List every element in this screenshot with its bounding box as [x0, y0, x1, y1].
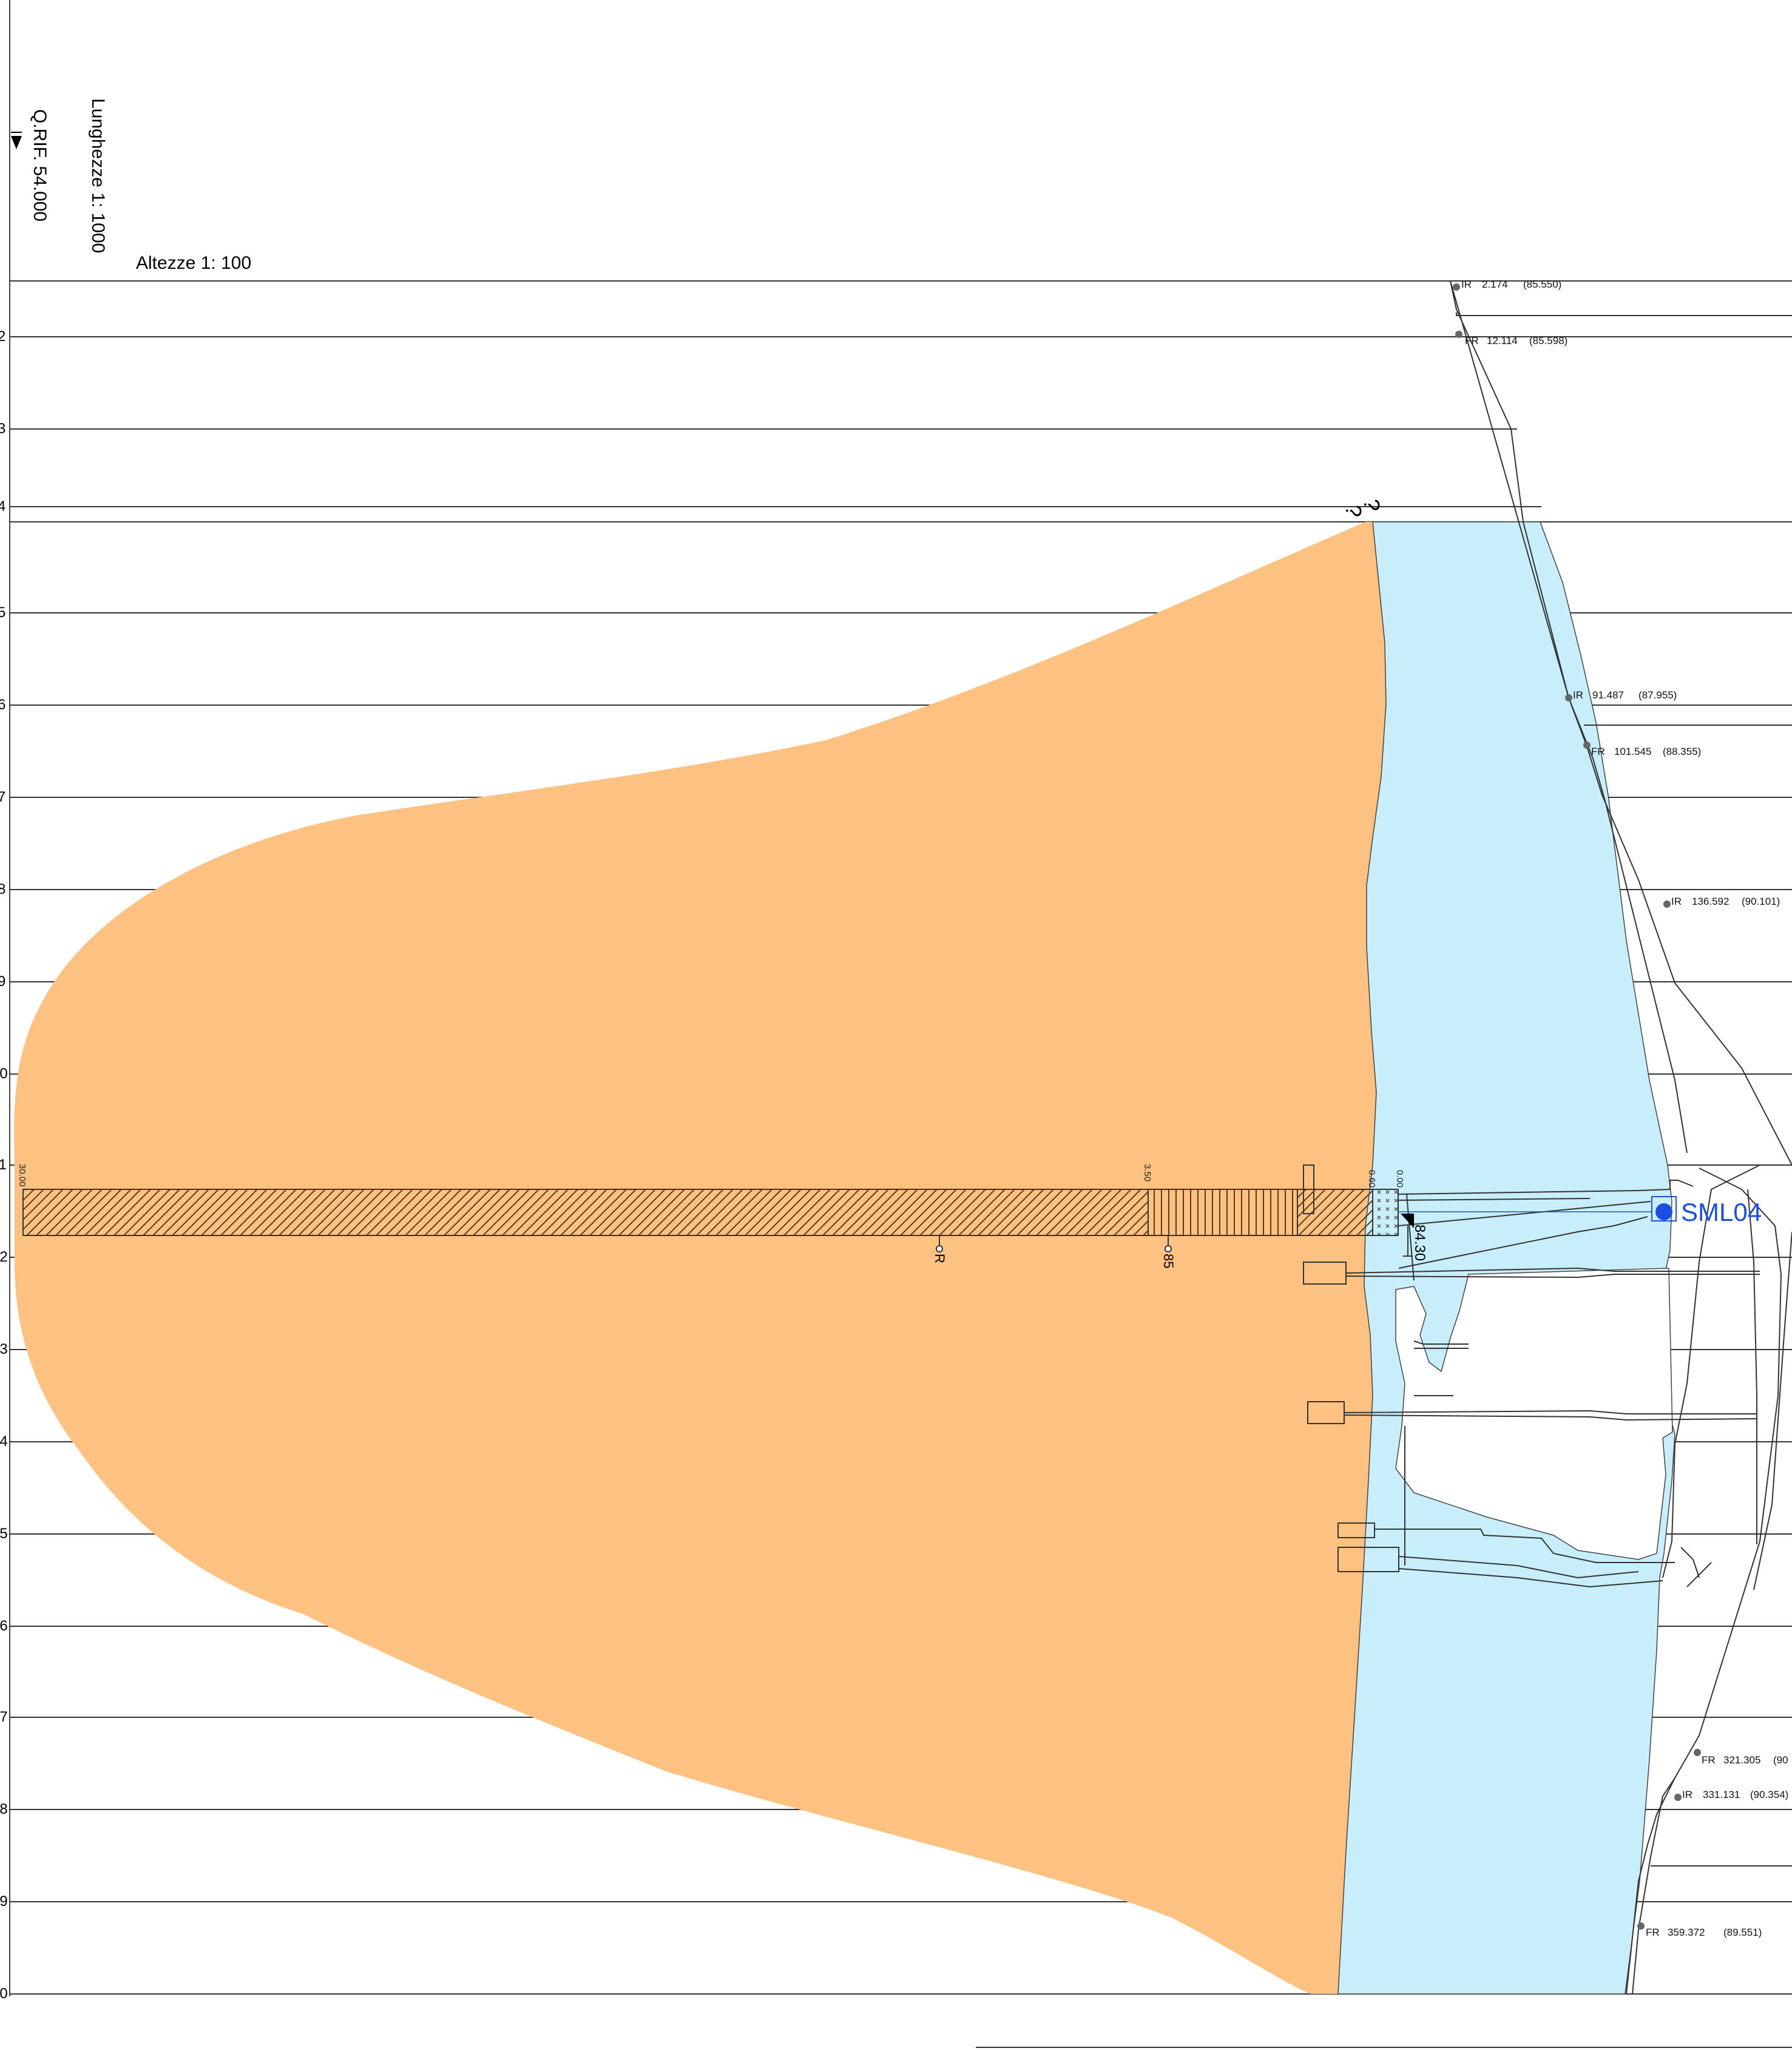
column-depth-label: 0.60: [1367, 1170, 1377, 1188]
borehole-marker-dot[interactable]: [1655, 1203, 1672, 1220]
excavation-area: [1395, 1268, 1673, 1560]
reference-level-triangle: [11, 136, 22, 149]
row-number-labels: 2 3 4 5 6 7 8 9 10 11 12 13 14 15 16 17 …: [0, 328, 8, 2002]
row-number: 11: [0, 1157, 7, 1173]
scale-heights-label: Altezze 1: 100: [136, 253, 251, 273]
row-number: 13: [0, 1341, 8, 1357]
borehole-marker-box[interactable]: [1651, 1196, 1677, 1221]
station-elev: (90: [1773, 1754, 1788, 1766]
station-elev: (88.355): [1663, 746, 1701, 757]
station-km: 91.487: [1592, 689, 1624, 701]
station-elev: (85.598): [1529, 335, 1567, 346]
blue-zone: [1337, 521, 1675, 1995]
row-number: 8: [0, 881, 5, 897]
row-number: 6: [0, 697, 5, 713]
column-depth-labels: 30.00 3.50 0.60 0.00: [17, 1164, 1405, 1188]
station-km: 12.114: [1487, 335, 1518, 346]
question-mark: ?: [1359, 499, 1384, 511]
question-mark: ?: [1341, 505, 1366, 517]
column-upper-diagonal: [1297, 1189, 1373, 1236]
row-number: 5: [0, 604, 5, 621]
row-number: 9: [0, 973, 5, 990]
sample-label: 85: [1161, 1254, 1176, 1268]
column-middle-vertical: [1148, 1189, 1298, 1236]
row-number: 18: [0, 1801, 8, 1817]
row-number: 15: [0, 1526, 8, 1542]
column-depth-label: 30.00: [17, 1164, 27, 1187]
row-number: 19: [0, 1893, 8, 1910]
station-elev: (90.354): [1750, 1789, 1788, 1800]
station-code: FR: [1465, 335, 1479, 346]
station-km: 2.174: [1482, 279, 1508, 290]
column-depth-label: 3.50: [1142, 1164, 1152, 1181]
borehole-column: [22, 1189, 1399, 1236]
station-code: IR: [1682, 1789, 1692, 1800]
row-number: 12: [0, 1249, 8, 1265]
station-elev: (85.550): [1523, 279, 1561, 290]
station-code: FR: [1702, 1754, 1716, 1766]
station-km: 321.305: [1723, 1754, 1760, 1766]
scale-lengths-label: Lunghezze 1: 1000: [88, 98, 108, 253]
borehole-connector: [1398, 1180, 1694, 1269]
row-number: 7: [0, 789, 5, 805]
station-code: FR: [1591, 746, 1605, 757]
row-number: 10: [0, 1066, 8, 1082]
station-code: IR: [1671, 896, 1682, 907]
orange-zone: [14, 522, 1386, 1994]
sample-label: R: [932, 1254, 947, 1263]
column-top-cross: [1372, 1189, 1399, 1236]
station-elev: (90.101): [1742, 896, 1780, 907]
row-number: 3: [0, 421, 5, 437]
depth-label: 84.30: [1412, 1225, 1428, 1261]
column-lower-diagonal: [22, 1189, 1149, 1236]
reference-level-label: Q.RIF. 54.000: [30, 109, 50, 221]
row-number: 20: [0, 1985, 8, 2002]
station-code: FR: [1646, 1927, 1660, 1938]
station-km: 101.545: [1614, 746, 1651, 757]
row-number: 14: [0, 1433, 8, 1450]
station-elev: (89.551): [1723, 1927, 1762, 1938]
station-markers: IR 2.174 (85.550) FR 12.114 (85.598) IR …: [1453, 279, 1788, 1938]
station-km: 331.131: [1703, 1789, 1740, 1800]
row-number: 16: [0, 1618, 8, 1634]
station-code: IR: [1461, 279, 1472, 290]
borehole-label[interactable]: SML04: [1681, 1198, 1762, 1226]
row-number: 4: [0, 498, 5, 515]
row-number: 17: [0, 1709, 8, 1725]
station-km: 136.592: [1692, 896, 1729, 907]
station-elev: (87.955): [1638, 689, 1677, 701]
station-code: IR: [1573, 689, 1583, 701]
column-depth-label: 0.00: [1395, 1170, 1405, 1188]
station-km: 359.372: [1668, 1927, 1705, 1938]
sample-markers: R 85: [932, 1235, 1176, 1268]
depth-pointer-triangle: [1401, 1214, 1414, 1228]
row-number: 2: [0, 328, 5, 345]
pile-structures: [1303, 1164, 1760, 1588]
